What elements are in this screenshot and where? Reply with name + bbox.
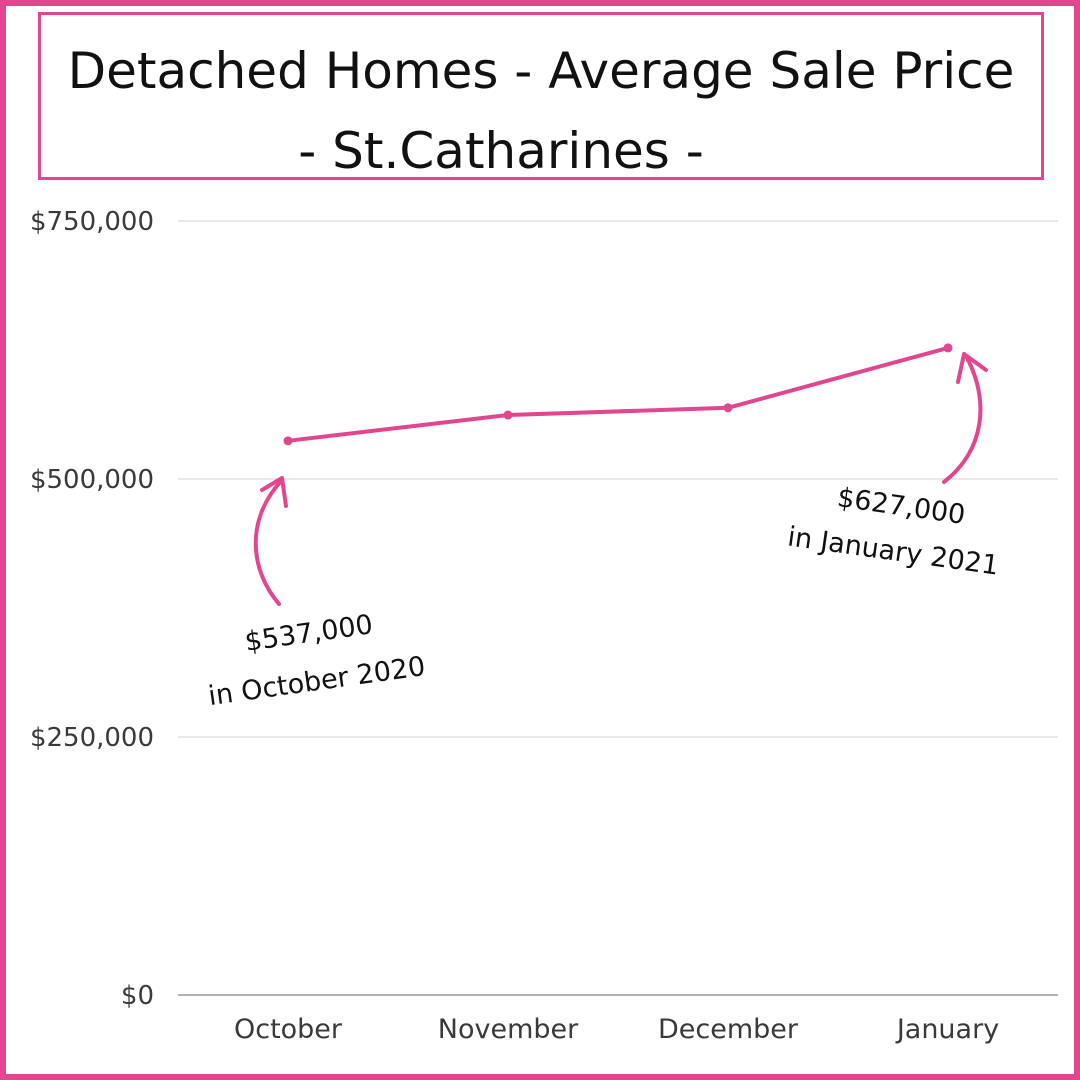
y-tick-label: $250,000 bbox=[30, 723, 154, 753]
x-axis-tick-labels: October November December January bbox=[234, 1014, 999, 1045]
x-tick-label: October bbox=[234, 1014, 343, 1045]
annotation-october-value: $537,000 bbox=[243, 609, 375, 658]
annotation-arrowhead-january bbox=[956, 352, 988, 384]
x-tick-label: November bbox=[438, 1014, 579, 1045]
series-layer bbox=[283, 343, 953, 446]
annotation-october-label: in October 2020 bbox=[206, 651, 427, 712]
annotation-arrowhead-october bbox=[260, 476, 288, 508]
data-point bbox=[503, 410, 513, 420]
annotations: $537,000 in October 2020 $627,000 in Jan… bbox=[206, 352, 1001, 712]
title-box: Detached Homes - Average Sale Price - St… bbox=[38, 12, 1044, 180]
data-point bbox=[943, 343, 953, 353]
annotation-arrow-october bbox=[253, 478, 284, 606]
data-point bbox=[283, 436, 293, 446]
chart-title: Detached Homes - Average Sale Price bbox=[67, 42, 1015, 100]
y-axis-tick-labels: $0 $250,000 $500,000 $750,000 bbox=[30, 207, 154, 1011]
x-tick-label: December bbox=[658, 1014, 799, 1045]
x-tick-label: January bbox=[895, 1014, 999, 1045]
y-tick-label: $750,000 bbox=[30, 207, 154, 237]
chart-subtitle: - St.Catharines - bbox=[298, 122, 704, 180]
annotation-arrow-january bbox=[942, 354, 983, 484]
y-tick-label: $500,000 bbox=[30, 465, 154, 495]
series-line bbox=[287, 346, 949, 443]
annotation-january-label: in January 2021 bbox=[786, 521, 1001, 581]
grid-lines bbox=[178, 220, 1058, 996]
annotation-january-value: $627,000 bbox=[835, 482, 967, 531]
data-point bbox=[723, 403, 733, 413]
y-tick-label: $0 bbox=[121, 981, 154, 1011]
